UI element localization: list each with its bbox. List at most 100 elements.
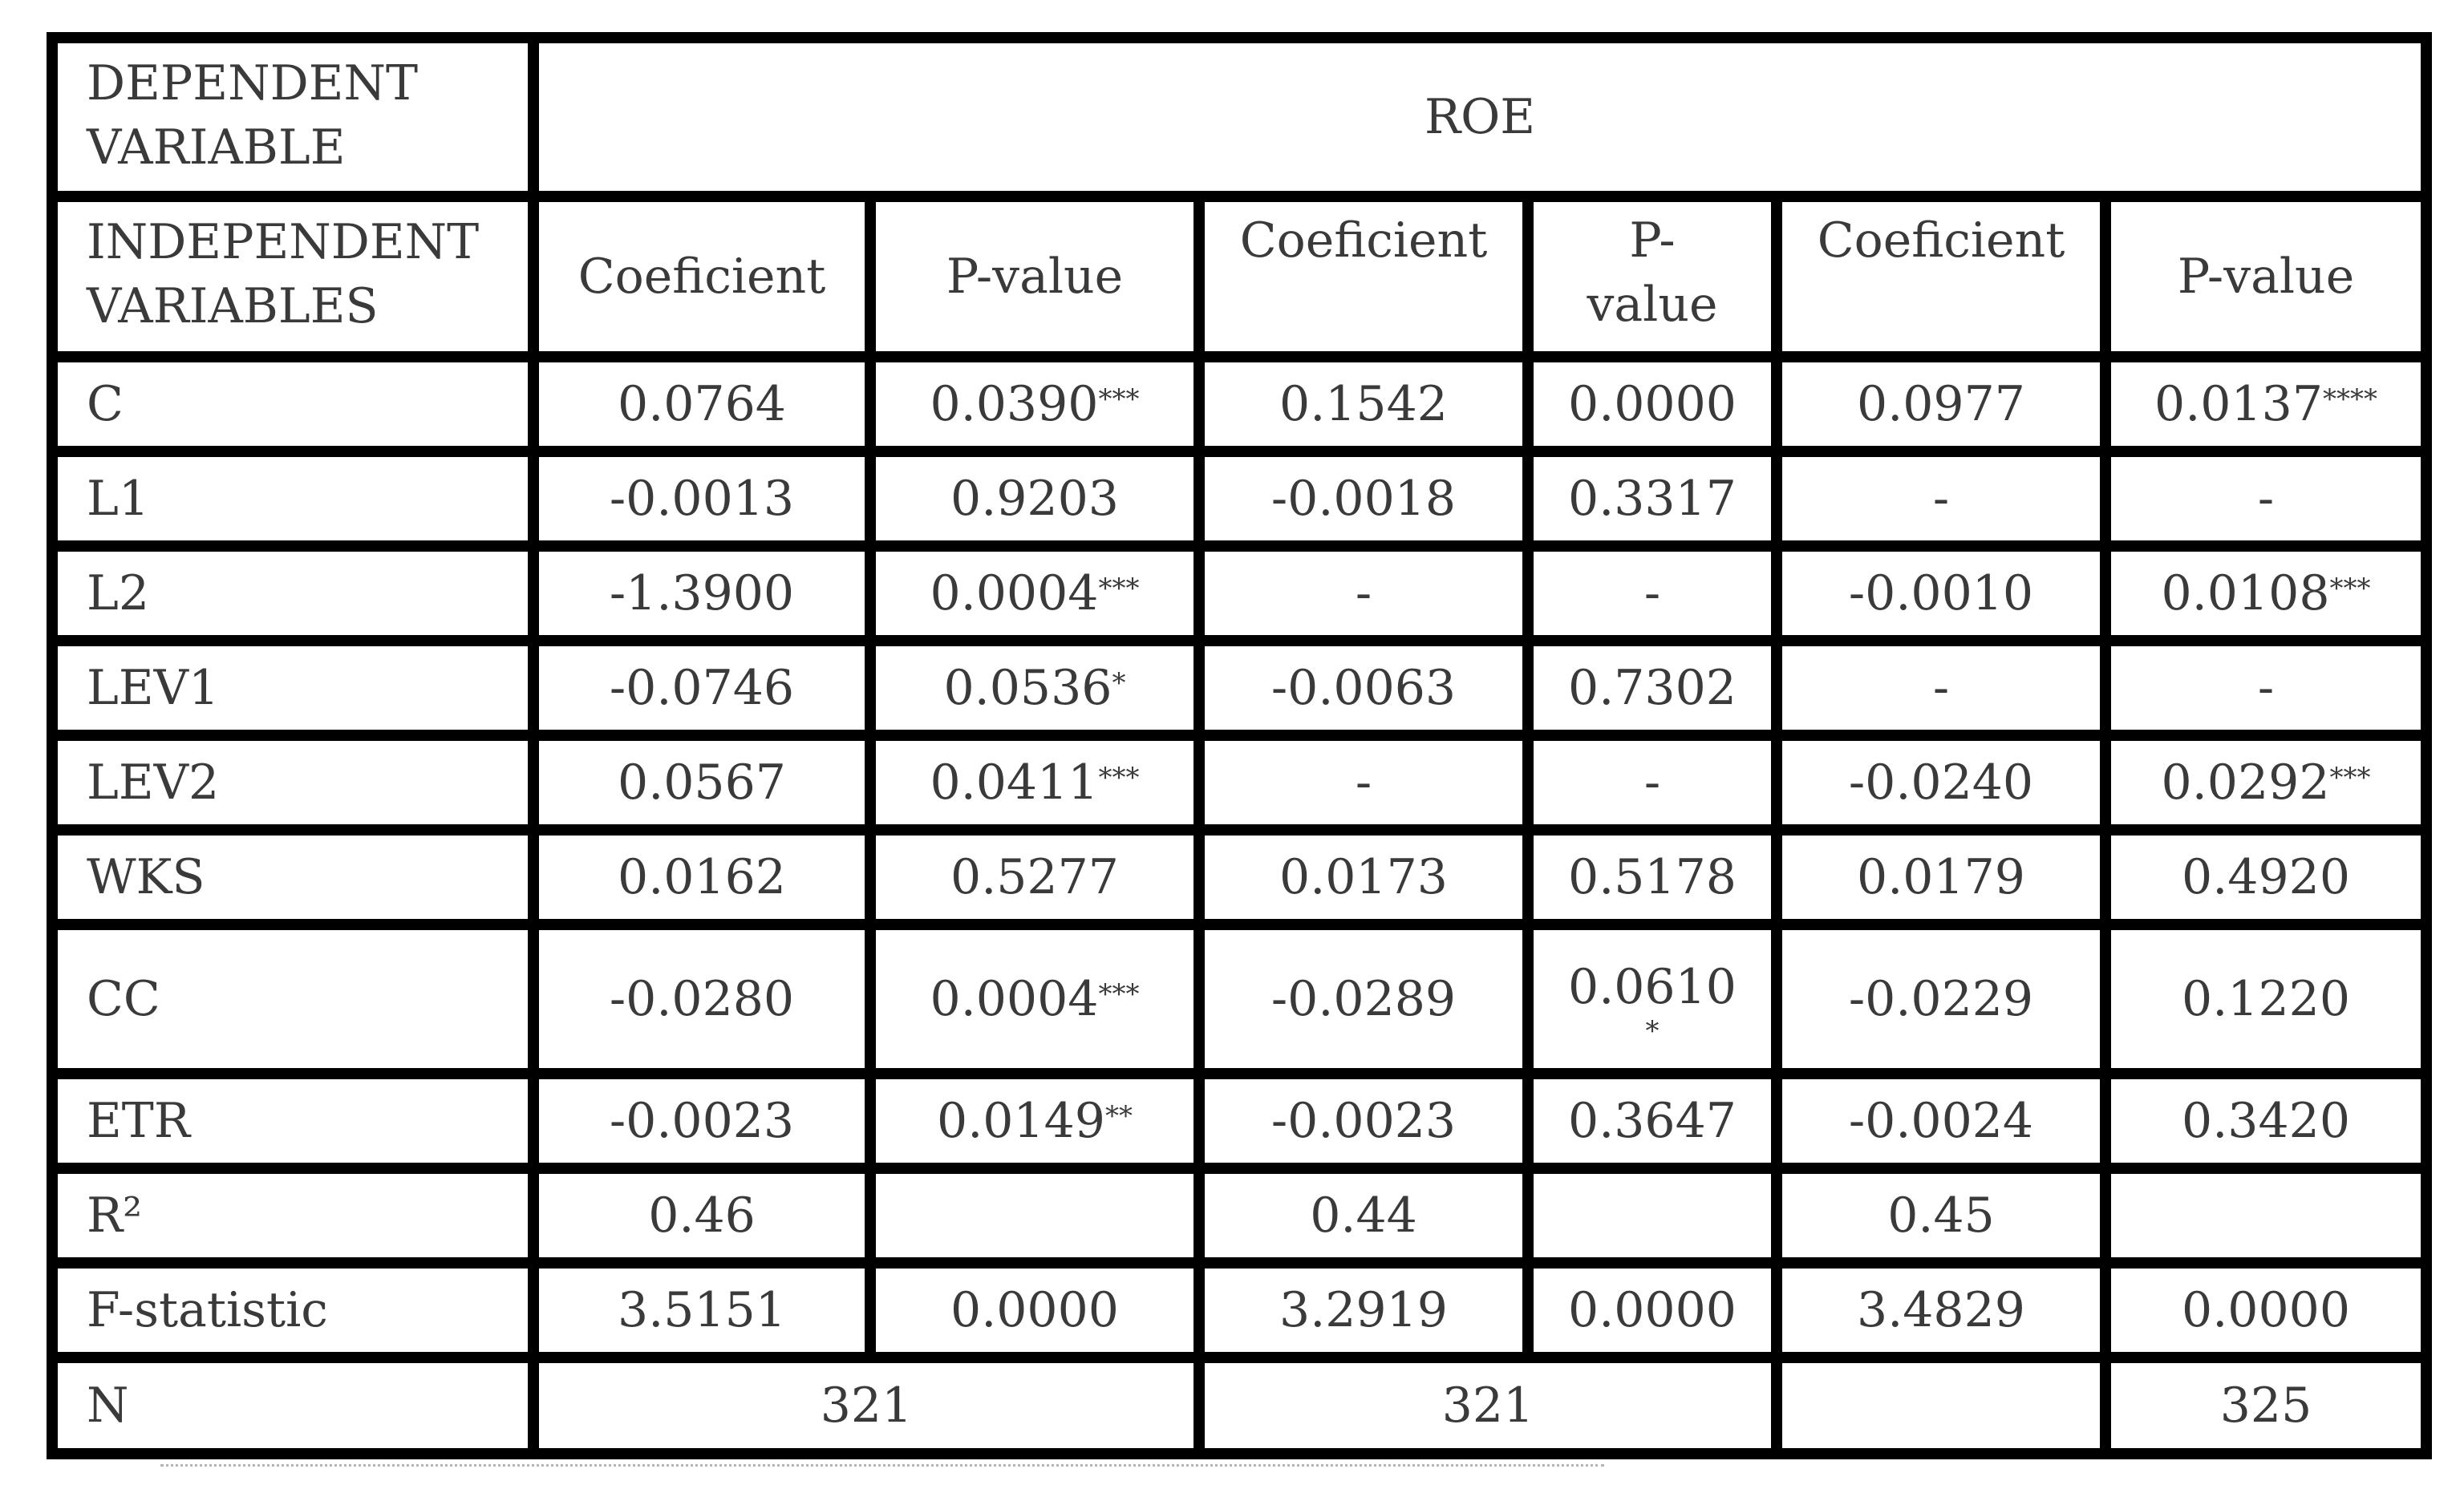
row-label: F-statistic: [47, 1257, 539, 1363]
table-row: L1 -0.0013 0.9203 -0.0018 0.3317 - -: [47, 446, 2433, 552]
significance-stars: ***: [1098, 978, 1140, 1010]
coefficient-cell: -: [1194, 730, 1534, 836]
cell-value: -0.0746: [609, 660, 795, 716]
significance-stars: ***: [1098, 383, 1140, 415]
row-label: L1: [47, 446, 539, 552]
cell-value: -0.0289: [1270, 971, 1457, 1027]
n-model2: 321: [1194, 1352, 1782, 1459]
cell-value: -: [1932, 660, 1950, 716]
cell-value: 0.0108: [2161, 565, 2330, 621]
regression-results-table: DEPENDENT VARIABLE ROE INDEPENDENT VARIA…: [47, 32, 2433, 1459]
p-value-cell: 0.0411***: [865, 730, 1205, 836]
cell-value: -: [1355, 755, 1372, 811]
cell-value: 3.2919: [1279, 1282, 1448, 1338]
cell-value: -: [2257, 660, 2275, 716]
independent-variables-label: INDEPENDENT VARIABLES: [47, 191, 539, 362]
cell-value: 0.0000: [2182, 1282, 2350, 1338]
p-value-cell: 0.5178: [1522, 824, 1782, 930]
cell-value: 0.0567: [618, 755, 786, 811]
cell-value: -0.0018: [1270, 471, 1457, 527]
coefficient-cell: 0.44: [1194, 1163, 1534, 1269]
p-value-cell: 0.4920: [2099, 824, 2433, 930]
cropped-footnote-line: [160, 1464, 1604, 1471]
coefficient-cell: 3.2919: [1194, 1257, 1534, 1363]
coefficient-cell: 0.0567: [528, 730, 876, 836]
cell-value: 0.0179: [1857, 849, 2025, 905]
cell-value: -0.0024: [1848, 1093, 2034, 1149]
cell-value: -0.0229: [1848, 971, 2034, 1027]
p-value-cell: 0.0000: [2099, 1257, 2433, 1363]
coefficient-cell: 0.46: [528, 1163, 876, 1269]
significance-stars: *: [1112, 667, 1126, 699]
coefficient-cell: 0.0162: [528, 824, 876, 930]
row-label: R²: [47, 1163, 539, 1269]
coefficient-cell: -0.0023: [1194, 1068, 1534, 1174]
coefficient-cell: -0.0023: [528, 1068, 876, 1174]
significance-stars: ***: [1098, 573, 1140, 605]
cell-value: 0.7302: [1568, 660, 1737, 716]
coefficient-cell: -0.0018: [1194, 446, 1534, 552]
cell-value: 0.45: [1887, 1188, 1995, 1244]
coefficient-cell: -0.0229: [1771, 919, 2111, 1079]
cell-value: 0.0000: [1568, 376, 1737, 432]
column-header: P-value: [2099, 191, 2433, 362]
cell-value: -0.0023: [609, 1093, 795, 1149]
cell-value: -1.3900: [609, 565, 795, 621]
cell-value: -0.0280: [609, 971, 795, 1027]
coefficient-cell: 3.5151: [528, 1257, 876, 1363]
row-label: ETR: [47, 1068, 539, 1174]
table-row: ETR -0.0023 0.0149** -0.0023 0.3647 -0.0024 0.…: [47, 1068, 2433, 1174]
row-label: C: [47, 351, 539, 457]
cell-value: -: [1643, 565, 1661, 621]
coefficient-cell: -: [1771, 446, 2111, 552]
cell-value: 0.5178: [1568, 849, 1737, 905]
row-label: N: [47, 1352, 539, 1459]
cell-value: -: [1643, 755, 1661, 811]
significance-stars: *: [1645, 1015, 1660, 1047]
table-row: WKS 0.0162 0.5277 0.0173 0.5178 0.0179 0.4920: [47, 824, 2433, 930]
p-value-cell: 0.0137****: [2099, 351, 2433, 457]
row-label: CC: [47, 919, 539, 1079]
p-value-cell: 0.0292***: [2099, 730, 2433, 836]
p-value-cell: 0.0004***: [865, 919, 1205, 1079]
coefficient-cell: 0.0179: [1771, 824, 2111, 930]
coefficient-cell: 3.4829: [1771, 1257, 2111, 1363]
table-row: C 0.0764 0.0390*** 0.1542 0.0000 0.0977 0.0137…: [47, 351, 2433, 457]
column-header: Coeficient: [1771, 191, 2111, 362]
coefficient-cell: -: [1771, 635, 2111, 741]
cell-value: 0.0390: [930, 376, 1099, 432]
cell-value: 3.4829: [1857, 1282, 2025, 1338]
cell-value: 0.0764: [618, 376, 786, 432]
table-row: CC -0.0280 0.0004*** -0.0289 0.0610 * -0.0229 0…: [47, 919, 2433, 1079]
p-value-cell: 0.0004***: [865, 540, 1205, 646]
cell-value: 0.0610: [1568, 959, 1737, 1015]
significance-stars: **: [1104, 1100, 1133, 1132]
cell-value: 0.3317: [1568, 471, 1737, 527]
column-header: Coeficient: [1194, 191, 1534, 362]
coefficient-cell: -0.0024: [1771, 1068, 2111, 1174]
cell-value: 0.1542: [1279, 376, 1448, 432]
data-rows: C 0.0764 0.0390*** 0.1542 0.0000 0.0977 0.0137…: [47, 351, 2433, 1363]
cell-value: 0.0292: [2161, 755, 2330, 811]
coefficient-cell: -0.0063: [1194, 635, 1534, 741]
p-value-cell: 0.3420: [2099, 1068, 2433, 1174]
cell-value: 0.0536: [943, 660, 1112, 716]
cell-value: -: [1932, 471, 1950, 527]
row-label: LEV1: [47, 635, 539, 741]
coefficient-cell: -0.0746: [528, 635, 876, 741]
p-value-cell: 0.3317: [1522, 446, 1782, 552]
cell-value: 0.3647: [1568, 1093, 1737, 1149]
cell-value: 0.4920: [2182, 849, 2350, 905]
p-value-cell: 0.7302: [1522, 635, 1782, 741]
cell-value: 0.0137: [2154, 376, 2323, 432]
coefficient-cell: -0.0013: [528, 446, 876, 552]
table-row: R² 0.46 0.44 0.45: [47, 1163, 2433, 1269]
p-value-cell: 0.5277: [865, 824, 1205, 930]
cell-value: 0.9203: [950, 471, 1119, 527]
cell-value: -0.0063: [1270, 660, 1457, 716]
cell-value: 0.1220: [2182, 971, 2350, 1027]
cell-value: 0.44: [1310, 1188, 1417, 1244]
cell-value: 0.0004: [930, 565, 1099, 621]
dependent-variable-label: DEPENDENT VARIABLE: [47, 32, 539, 202]
table-row: LEV1 -0.0746 0.0536* -0.0063 0.7302 - -: [47, 635, 2433, 741]
